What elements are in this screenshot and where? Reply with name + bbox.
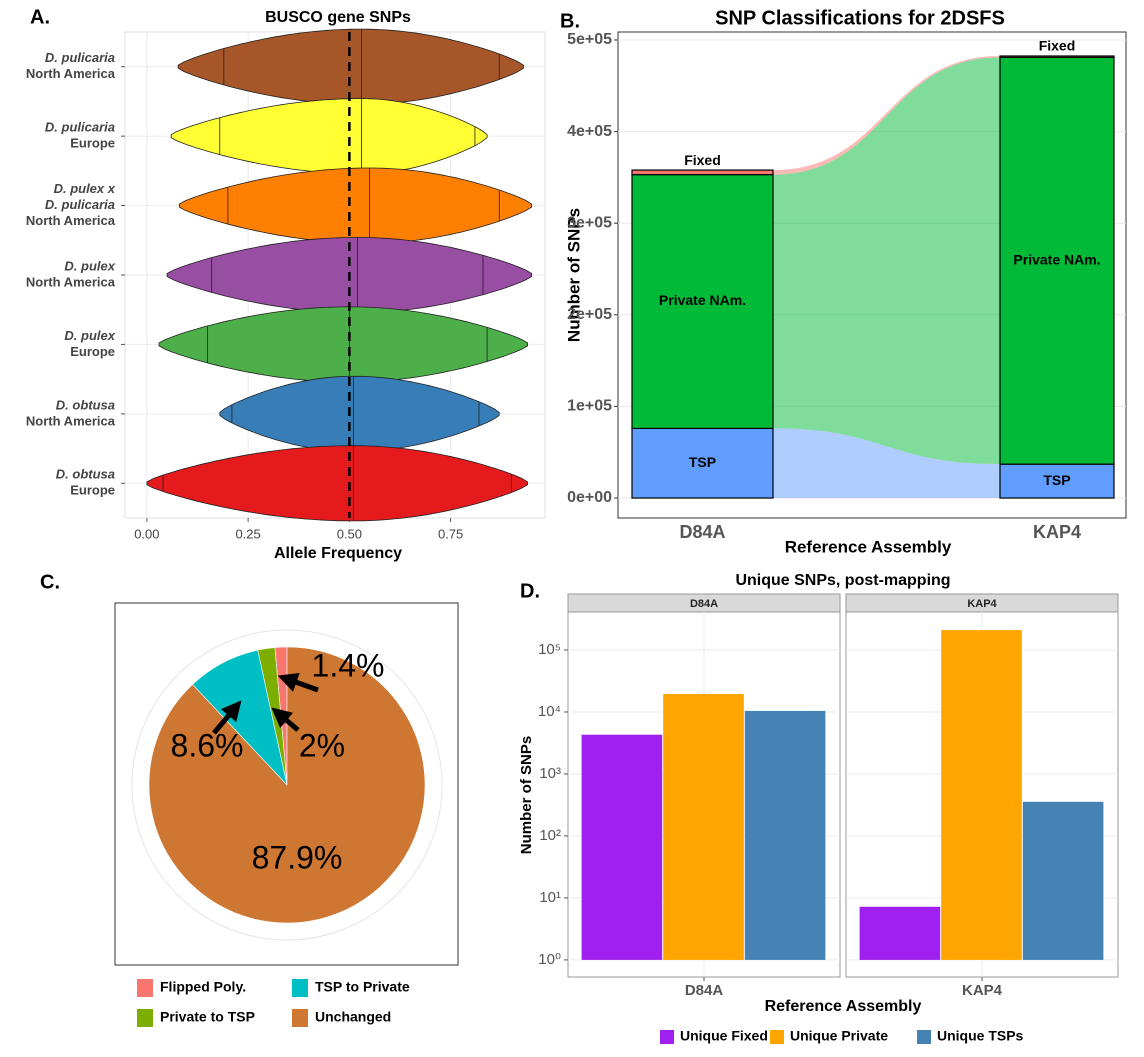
y-tick-label: Europe bbox=[70, 136, 115, 151]
y-tick-label: 0e+00 bbox=[567, 489, 612, 506]
violin bbox=[158, 306, 528, 383]
violin bbox=[177, 28, 524, 105]
chart-title: Unique SNPs, post-mapping bbox=[735, 572, 950, 589]
legend-label: Unique Fixed bbox=[680, 1028, 768, 1044]
chart-title: BUSCO gene SNPs bbox=[265, 9, 411, 26]
polar-grid bbox=[131, 629, 443, 941]
x-tick-label: 0.25 bbox=[235, 526, 260, 541]
violin bbox=[146, 445, 528, 522]
bar bbox=[581, 734, 663, 960]
segment-label: Private NAm. bbox=[659, 292, 746, 308]
panel-label: A. bbox=[30, 6, 50, 28]
x-axis-label: Allele Frequency bbox=[274, 545, 402, 562]
value-label: 87.9% bbox=[252, 839, 343, 875]
y-tick-label: 3e+05 bbox=[567, 214, 612, 231]
violin bbox=[170, 98, 488, 175]
y-tick-label: North America bbox=[26, 413, 116, 428]
y-tick-label: 10⁴ bbox=[538, 703, 561, 720]
legend-label: Private to TSP bbox=[160, 1009, 255, 1025]
chart-title: SNP Classifications for 2DSFS bbox=[715, 7, 1005, 29]
value-label: 8.6% bbox=[171, 727, 244, 763]
legend-swatch bbox=[137, 1009, 153, 1027]
segment-label: TSP bbox=[1043, 472, 1070, 488]
legend-swatch bbox=[917, 1030, 931, 1044]
bar-segment bbox=[999, 56, 1115, 465]
y-tick-label: North America bbox=[26, 213, 116, 228]
arrow bbox=[271, 707, 300, 732]
y-tick-label: D. pulex bbox=[64, 258, 115, 273]
bar-segment bbox=[631, 169, 774, 176]
y-tick-label: 10² bbox=[539, 827, 561, 844]
y-tick-label: D. pulex x bbox=[54, 181, 116, 196]
x-tick-label: D84A bbox=[685, 982, 724, 999]
y-tick-label: D. pulex bbox=[64, 328, 115, 343]
y-tick-label: 2e+05 bbox=[567, 306, 612, 323]
y-tick-label: D. pulicaria bbox=[45, 197, 115, 212]
legend-label: Unchanged bbox=[315, 1009, 391, 1025]
y-tick-label: North America bbox=[26, 66, 116, 81]
x-tick-label: KAP4 bbox=[962, 982, 1003, 999]
y-tick-label: 1e+05 bbox=[567, 398, 612, 415]
x-axis-label: Reference Assembly bbox=[785, 537, 952, 556]
legend-label: TSP to Private bbox=[315, 979, 410, 995]
y-tick-label: 4e+05 bbox=[567, 123, 612, 140]
legend-swatch bbox=[292, 1009, 308, 1027]
y-tick-label: D. obtusa bbox=[56, 397, 115, 412]
y-tick-label: North America bbox=[26, 274, 116, 289]
legend-swatch bbox=[660, 1030, 674, 1044]
legend-label: Unique TSPs bbox=[937, 1028, 1024, 1044]
panel-label: B. bbox=[560, 10, 580, 32]
legend-swatch bbox=[292, 979, 308, 997]
segment-label: Fixed bbox=[1039, 38, 1076, 54]
legend-label: Unique Private bbox=[790, 1028, 888, 1044]
pie-slice bbox=[148, 646, 426, 924]
legend-label: Flipped Poly. bbox=[160, 979, 246, 995]
flow bbox=[773, 56, 1000, 175]
bar bbox=[663, 693, 744, 960]
y-tick-label: D. obtusa bbox=[56, 467, 115, 482]
facet-label: D84A bbox=[690, 598, 718, 610]
y-tick-label: Europe bbox=[70, 483, 115, 498]
segment-label: Fixed bbox=[684, 152, 721, 168]
bar-segment bbox=[631, 174, 774, 430]
y-tick-label: 10¹ bbox=[539, 889, 561, 906]
facet-label: KAP4 bbox=[967, 598, 997, 610]
y-tick-label: 5e+05 bbox=[567, 31, 612, 48]
segment-label: Private NAm. bbox=[1013, 251, 1100, 267]
legend-swatch bbox=[770, 1030, 784, 1044]
y-axis-label: Number of SNPs bbox=[564, 208, 583, 342]
x-tick-label: D84A bbox=[679, 522, 725, 542]
y-tick-label: D. pulicaria bbox=[45, 120, 115, 135]
x-tick-label: 0.50 bbox=[337, 526, 362, 541]
panel-label: D. bbox=[520, 580, 540, 602]
x-tick-label: KAP4 bbox=[1033, 522, 1081, 542]
flow bbox=[773, 428, 1000, 499]
segment-label: TSP bbox=[689, 454, 716, 470]
bar bbox=[941, 630, 1022, 960]
y-tick-label: 10⁰ bbox=[538, 951, 561, 968]
y-axis-label: Number of SNPs bbox=[518, 736, 535, 854]
bar-segment bbox=[999, 55, 1115, 58]
x-tick-label: 0.75 bbox=[438, 526, 463, 541]
bar bbox=[1022, 801, 1104, 960]
panel-label: C. bbox=[40, 571, 60, 593]
violin bbox=[178, 167, 532, 244]
x-tick-label: 0.00 bbox=[134, 526, 159, 541]
bar bbox=[744, 710, 826, 960]
bar bbox=[859, 906, 941, 960]
value-label: 1.4% bbox=[312, 647, 385, 683]
x-axis-label: Reference Assembly bbox=[765, 998, 922, 1015]
arrow bbox=[277, 672, 319, 693]
legend-swatch bbox=[137, 979, 153, 997]
y-tick-label: D. pulicaria bbox=[45, 50, 115, 65]
y-tick-label: 10³ bbox=[539, 765, 561, 782]
flow bbox=[773, 57, 1000, 465]
value-label: 2% bbox=[299, 727, 345, 763]
arrow bbox=[212, 700, 242, 735]
y-tick-label: 10⁵ bbox=[538, 641, 561, 658]
bar-segment bbox=[999, 463, 1115, 499]
y-tick-label: Europe bbox=[70, 344, 115, 359]
